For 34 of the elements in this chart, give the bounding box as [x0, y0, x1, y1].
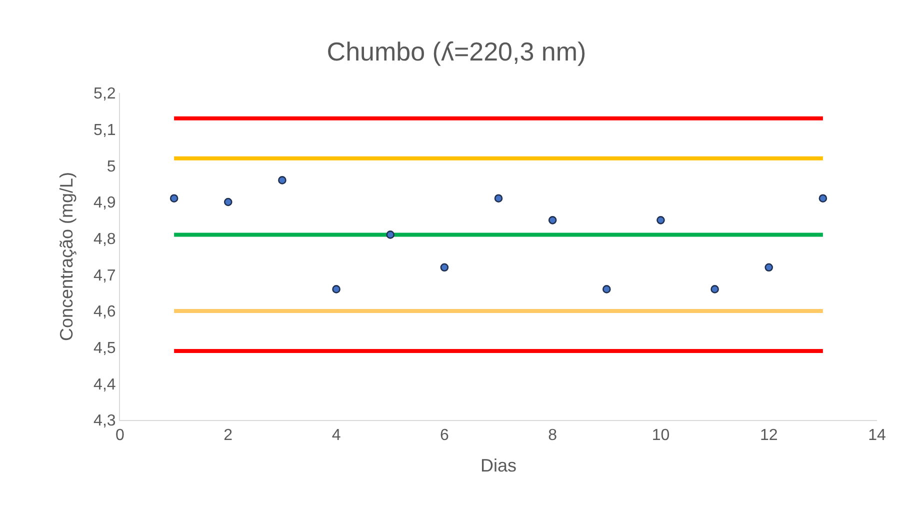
point: [440, 263, 449, 272]
x-axis-title: Dias: [480, 455, 517, 476]
x-tick-label: 0: [116, 427, 125, 444]
point: [710, 285, 719, 294]
y-tick-label: 5: [106, 158, 116, 176]
chart-title: Chumbo (ʎ=220,3 nm): [326, 36, 586, 67]
y-tick-label: 5,2: [94, 86, 116, 103]
x-tick-label: 10: [652, 427, 670, 444]
y-tick-label: 4,6: [94, 304, 116, 321]
point: [602, 285, 611, 294]
x-tick-label: 2: [224, 427, 233, 444]
x-tick-label: 8: [548, 427, 558, 444]
x-tick-label: 14: [868, 427, 886, 444]
point: [656, 216, 665, 224]
point: [224, 198, 232, 206]
point: [764, 263, 774, 272]
point: [494, 194, 503, 203]
y-tick-label: 4,7: [94, 267, 116, 284]
point: [170, 194, 178, 203]
x-tick-label: 6: [440, 427, 449, 444]
point: [818, 194, 828, 203]
y-tick-label: 4,4: [94, 376, 116, 394]
y-tick-label: 4,9: [94, 194, 116, 212]
x-tick-label: 12: [760, 427, 778, 444]
y-tick-label: 5,1: [94, 122, 116, 139]
point: [548, 216, 557, 224]
y-tick-label: 4,3: [94, 412, 116, 430]
y-axis-title: Concentração (mg/L): [56, 172, 77, 342]
y-tick-label: 4,5: [94, 340, 116, 357]
point: [386, 230, 395, 239]
point: [332, 285, 340, 294]
x-tick-label: 4: [332, 427, 341, 444]
y-tick-label: 4,8: [94, 230, 116, 248]
point: [278, 176, 286, 184]
